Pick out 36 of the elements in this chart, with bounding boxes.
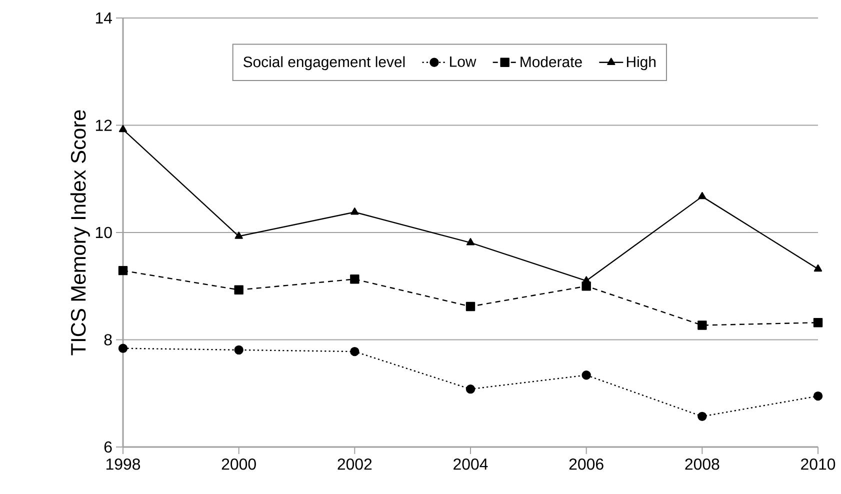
legend-label: High (626, 56, 656, 70)
x-tick-label: 2006 (569, 458, 604, 470)
point (234, 345, 244, 355)
point (118, 344, 128, 353)
y-tick-label: 12 (96, 120, 112, 131)
point (350, 274, 360, 284)
x-tick-label: 2002 (338, 458, 372, 470)
legend-label: Moderate (520, 56, 582, 68)
point (698, 192, 706, 200)
point (466, 302, 476, 312)
y-tick-label: 6 (104, 441, 112, 453)
point (234, 232, 243, 239)
point (813, 318, 823, 328)
point (582, 370, 591, 380)
point (118, 266, 128, 276)
y-tick-label: 14 (96, 12, 112, 24)
point (350, 208, 359, 215)
y-axis-title: TICS Memory Index Score (70, 110, 90, 356)
point (234, 285, 244, 294)
point (698, 412, 707, 422)
x-tick-label: 2004 (454, 458, 488, 470)
point (118, 124, 128, 132)
x-tick-label: 1998 (106, 458, 140, 470)
y-tick-label: 8 (104, 334, 112, 346)
legend-label: Low (450, 56, 476, 67)
x-tick-label: 2000 (222, 458, 256, 470)
legend-title: Social engagement level (243, 56, 405, 70)
point (813, 391, 823, 401)
point (466, 384, 476, 394)
point (698, 320, 707, 330)
point (350, 346, 360, 356)
y-tick-label: 10 (96, 226, 112, 238)
x-tick-label: 2008 (685, 458, 720, 470)
point (814, 264, 822, 272)
point (466, 238, 475, 246)
x-tick-label: 2010 (801, 458, 836, 470)
